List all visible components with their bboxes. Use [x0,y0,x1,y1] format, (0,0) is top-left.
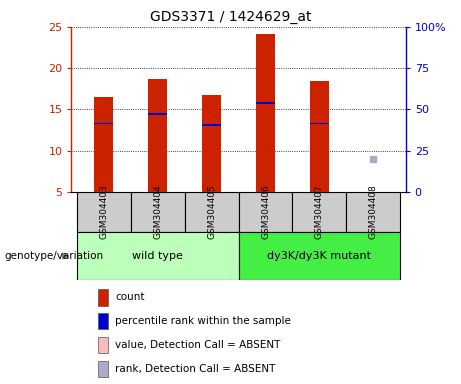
Bar [77,192,131,232]
Text: value, Detection Call = ABSENT: value, Detection Call = ABSENT [115,340,280,350]
Bar [346,192,400,232]
Text: genotype/variation: genotype/variation [5,251,104,261]
Bar [310,81,329,192]
Bar [98,313,108,329]
Bar [185,192,239,232]
Text: GSM304408: GSM304408 [369,184,378,239]
Bar [239,192,292,232]
Bar [292,192,346,232]
Bar [239,232,400,280]
Text: dy3K/dy3K mutant: dy3K/dy3K mutant [267,251,372,261]
Bar [77,232,239,280]
Text: GSM304406: GSM304406 [261,184,270,239]
Bar [98,361,108,377]
Text: percentile rank within the sample: percentile rank within the sample [115,316,291,326]
Text: rank, Detection Call = ABSENT: rank, Detection Call = ABSENT [115,364,275,374]
Text: count: count [115,292,144,302]
Text: wild type: wild type [132,251,183,261]
Bar [148,114,167,115]
Bar [202,124,221,126]
Bar [98,289,108,306]
Text: GSM304407: GSM304407 [315,184,324,239]
Text: GSM304403: GSM304403 [99,184,108,239]
Text: GDS3371 / 1424629_at: GDS3371 / 1424629_at [150,10,311,23]
Bar [310,122,329,124]
Bar [256,102,275,104]
Bar [131,192,185,232]
Bar [95,97,113,192]
Text: GSM304405: GSM304405 [207,184,216,239]
Bar [98,337,108,353]
Bar [256,34,275,192]
Text: GSM304404: GSM304404 [153,185,162,239]
Bar [95,122,113,124]
Bar [202,94,221,192]
Bar [148,79,167,192]
